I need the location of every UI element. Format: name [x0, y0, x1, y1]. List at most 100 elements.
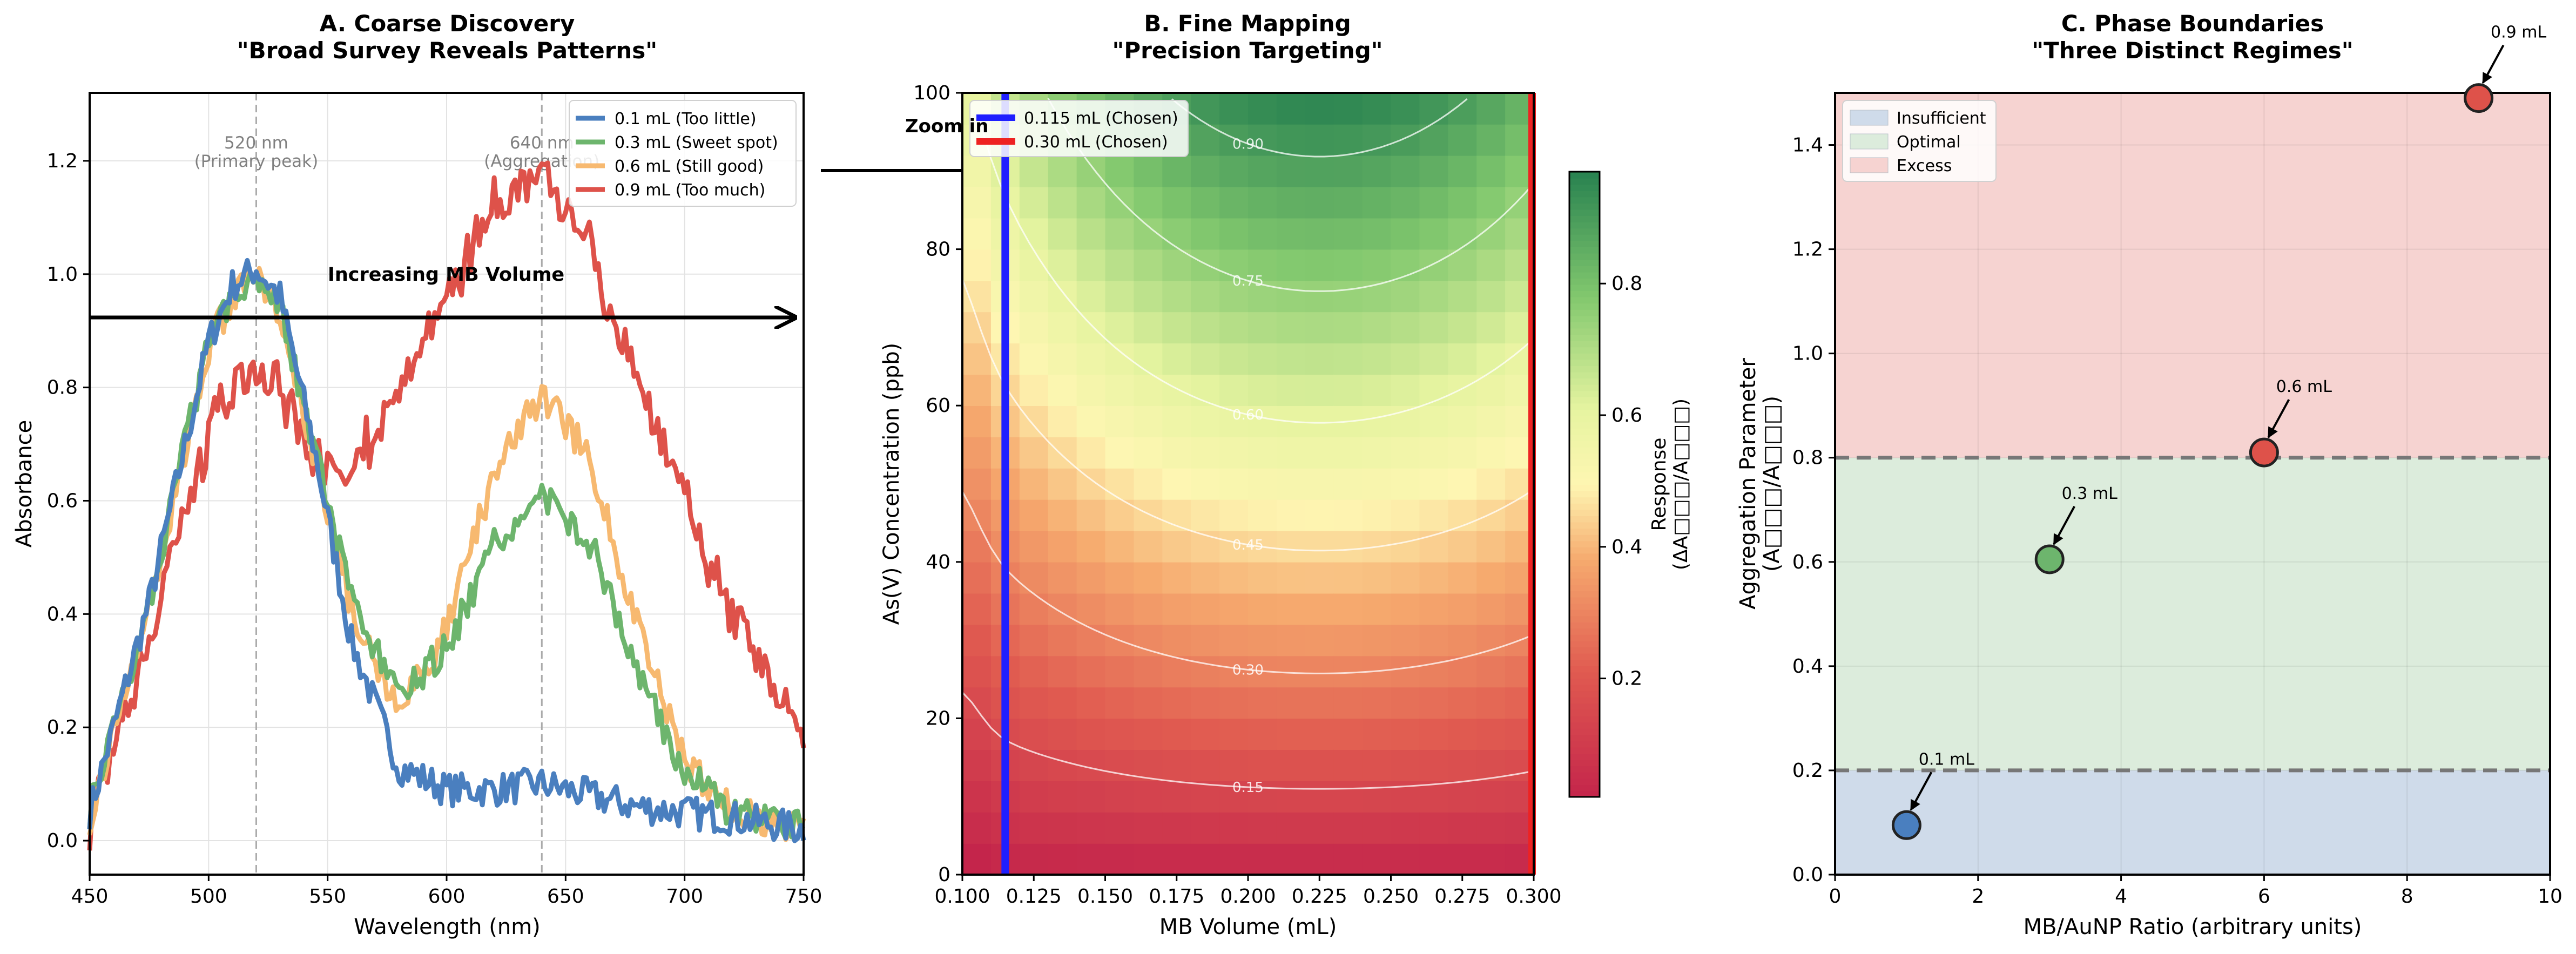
heatmap-cell — [1448, 812, 1477, 844]
y-tick-label: 1.0 — [1792, 343, 1823, 365]
heatmap-cell — [1276, 93, 1306, 125]
heatmap-cell — [1248, 437, 1277, 469]
heatmap-cell — [1419, 312, 1449, 344]
heatmap-cell — [1162, 155, 1191, 187]
heatmap-cell — [1019, 280, 1049, 313]
colorbar-segment — [1569, 315, 1600, 322]
heatmap-cell — [1076, 593, 1106, 625]
colorbar-segment — [1569, 366, 1600, 373]
heatmap-cell — [1019, 499, 1049, 531]
heatmap-cell — [1191, 812, 1220, 844]
heatmap-cell — [1362, 718, 1392, 750]
heatmap-cell — [1362, 561, 1392, 594]
colorbar-segment — [1569, 540, 1600, 547]
contour-line — [980, 126, 1534, 424]
heatmap-cell — [1476, 812, 1506, 844]
heatmap-cell — [1448, 843, 1477, 875]
panel-c-subtitle: "Three Distinct Regimes" — [2032, 37, 2353, 64]
heatmap-cell — [1105, 312, 1135, 344]
heatmap-cell — [1276, 781, 1306, 813]
heatmap-cell — [1362, 437, 1392, 469]
heatmap-cell — [1048, 374, 1077, 406]
heatmap-cell — [1276, 749, 1306, 781]
heatmap-cell — [1305, 624, 1334, 657]
heatmap-cell — [1162, 655, 1191, 688]
heatmap-cell — [1105, 405, 1135, 437]
heatmap-cell — [1305, 249, 1334, 281]
heatmap-cell — [1362, 218, 1392, 250]
colorbar-segment — [1569, 584, 1600, 591]
colorbar-tick-label: 0.4 — [1611, 536, 1642, 558]
heatmap-cell — [1191, 93, 1220, 125]
colorbar-tick-label: 0.6 — [1611, 404, 1642, 427]
heatmap-cell — [1333, 124, 1363, 156]
panel-c: C. Phase Boundaries "Three Distinct Regi… — [1736, 10, 2562, 939]
heatmap-cell — [1076, 186, 1106, 219]
heatmap-cell — [1448, 343, 1477, 375]
colorbar-segment — [1569, 503, 1600, 510]
heatmap-cell — [1191, 499, 1220, 531]
heatmap-cell — [962, 843, 992, 875]
colorbar-segment — [1569, 734, 1600, 741]
heatmap-cell — [1305, 437, 1334, 469]
heatmap-cell — [1362, 249, 1392, 281]
panel-c-xlabel: MB/AuNP Ratio (arbitrary units) — [2024, 915, 2362, 939]
heatmap-cell — [1362, 593, 1392, 625]
heatmap-cell — [1419, 437, 1449, 469]
heatmap-cell — [1448, 155, 1477, 187]
heatmap-cell — [1219, 93, 1249, 125]
colorbar-segment — [1569, 653, 1600, 660]
x-tick-label: 8 — [2401, 885, 2413, 908]
heatmap-cell — [1076, 687, 1106, 719]
y-tick-label: 1.2 — [1792, 239, 1823, 261]
heatmap-cell — [1448, 124, 1477, 156]
heatmap-cell — [1391, 843, 1420, 875]
heatmap-cell — [1419, 781, 1449, 813]
heatmap-cell — [1134, 280, 1163, 313]
heatmap-cell — [1048, 687, 1077, 719]
colorbar-segment — [1569, 390, 1600, 397]
heatmap-cell — [1134, 687, 1163, 719]
heatmap-cell — [1448, 749, 1477, 781]
heatmap-cell — [1076, 718, 1106, 750]
heatmap-cell — [1162, 781, 1191, 813]
heatmap-cell — [1419, 655, 1449, 688]
heatmap-cell — [1391, 624, 1420, 657]
reference-line-label: 520 nm(Primary peak) — [194, 133, 319, 171]
heatmap-cell — [1248, 249, 1277, 281]
heatmap-cell — [1134, 249, 1163, 281]
heatmap-cell — [1276, 280, 1306, 313]
point-annotation-arrow — [1910, 772, 1933, 811]
heatmap-cell — [1219, 499, 1249, 531]
heatmap-cell — [1276, 186, 1306, 219]
heatmap-cell — [1191, 280, 1220, 313]
heatmap-cell — [1305, 499, 1334, 531]
contour-label: 0.30 — [1232, 662, 1264, 678]
point-annotation-arrow — [2481, 44, 2505, 84]
colorbar-segment — [1569, 678, 1600, 685]
colorbar-segment — [1569, 709, 1600, 716]
colorbar-segment — [1569, 328, 1600, 335]
heatmap-cell — [1105, 280, 1135, 313]
heatmap-cell — [1419, 499, 1449, 531]
heatmap-cell — [1391, 218, 1420, 250]
colorbar-segment — [1569, 422, 1600, 429]
heatmap-cell — [1248, 624, 1277, 657]
heatmap-cell — [1476, 186, 1506, 219]
heatmap-cell — [1448, 405, 1477, 437]
heatmap-cell — [1248, 843, 1277, 875]
heatmap-cell — [1448, 437, 1477, 469]
heatmap-cell — [1134, 781, 1163, 813]
data-point — [2249, 437, 2279, 468]
heatmap-cell — [1305, 812, 1334, 844]
heatmap-cell — [1419, 155, 1449, 187]
heatmap-cell — [1219, 561, 1249, 594]
y-tick-label: 1.4 — [1792, 134, 1823, 157]
heatmap-cell — [1448, 280, 1477, 313]
colorbar-segment — [1569, 347, 1600, 354]
heatmap-cell — [1476, 843, 1506, 875]
heatmap-cell — [1248, 468, 1277, 500]
colorbar-frame — [1568, 171, 1601, 798]
heatmap-cell — [1076, 405, 1106, 437]
colorbar-segment — [1569, 247, 1600, 254]
